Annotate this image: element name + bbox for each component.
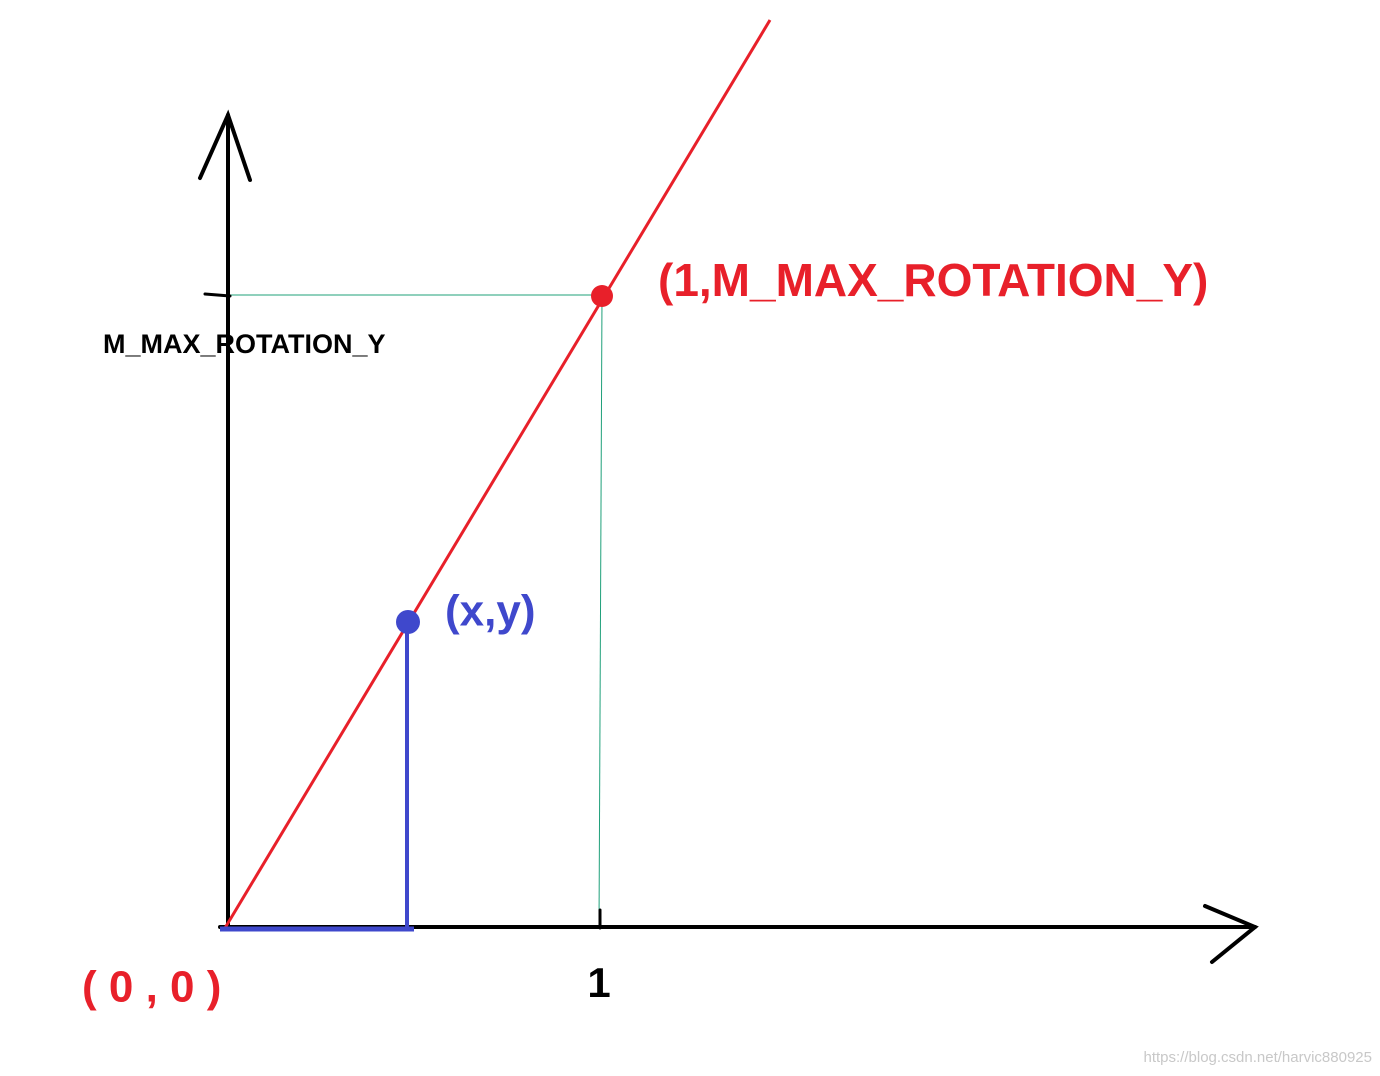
x-tick-label: 1 xyxy=(587,959,610,1006)
y-arrow xyxy=(198,109,252,182)
y-axis-label: M_MAX_ROTATION_Y xyxy=(103,329,386,359)
watermark: https://blog.csdn.net/harvic880925 xyxy=(1144,1049,1373,1066)
point-label: (x,y) xyxy=(445,587,535,636)
point-max xyxy=(591,285,613,307)
point-xy xyxy=(396,610,420,634)
point-label: (1,M_MAX_ROTATION_Y) xyxy=(658,254,1208,306)
guide-vertical xyxy=(598,295,603,929)
diagonal-line xyxy=(223,19,772,929)
origin-label: ( 0 , 0 ) xyxy=(82,963,221,1012)
y-tick xyxy=(203,292,232,298)
x-arrow xyxy=(1203,904,1259,964)
